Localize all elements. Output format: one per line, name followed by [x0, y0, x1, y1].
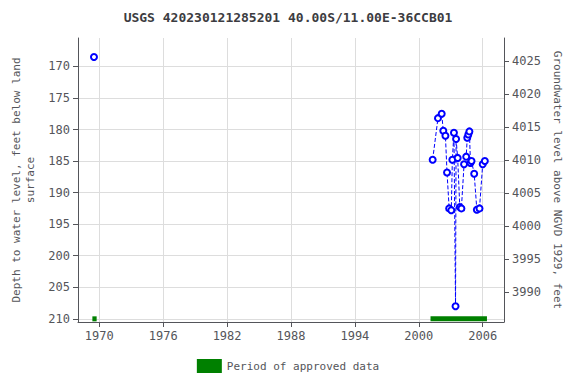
svg-text:4020: 4020 — [512, 87, 541, 101]
svg-text:180: 180 — [48, 123, 70, 137]
svg-text:4000: 4000 — [512, 219, 541, 233]
svg-text:surface: surface — [24, 157, 37, 203]
svg-text:185: 185 — [48, 154, 70, 168]
svg-text:1994: 1994 — [340, 329, 369, 343]
svg-text:195: 195 — [48, 217, 70, 231]
svg-text:205: 205 — [48, 280, 70, 294]
svg-text:175: 175 — [48, 91, 70, 105]
svg-text:Groundwater level above NGVD 1: Groundwater level above NGVD 1929, feet — [551, 51, 564, 309]
svg-text:170: 170 — [48, 59, 70, 73]
svg-text:4010: 4010 — [512, 153, 541, 167]
svg-text:Period of approved data: Period of approved data — [227, 360, 379, 373]
svg-text:USGS 420230121285201 40.00S/11: USGS 420230121285201 40.00S/11.00E-36CCB… — [124, 10, 453, 25]
svg-text:210: 210 — [48, 312, 70, 326]
svg-text:1976: 1976 — [149, 329, 178, 343]
svg-text:4025: 4025 — [512, 54, 541, 68]
svg-text:190: 190 — [48, 186, 70, 200]
svg-text:1988: 1988 — [277, 329, 306, 343]
svg-text:4005: 4005 — [512, 186, 541, 200]
svg-text:200: 200 — [48, 249, 70, 263]
svg-text:3995: 3995 — [512, 252, 541, 266]
svg-text:1982: 1982 — [213, 329, 242, 343]
svg-text:2006: 2006 — [468, 329, 497, 343]
svg-text:4015: 4015 — [512, 120, 541, 134]
svg-text:3990: 3990 — [512, 285, 541, 299]
svg-text:Depth to water level, feet bel: Depth to water level, feet below land — [10, 57, 23, 302]
svg-text:1970: 1970 — [85, 329, 114, 343]
svg-text:2000: 2000 — [404, 329, 433, 343]
